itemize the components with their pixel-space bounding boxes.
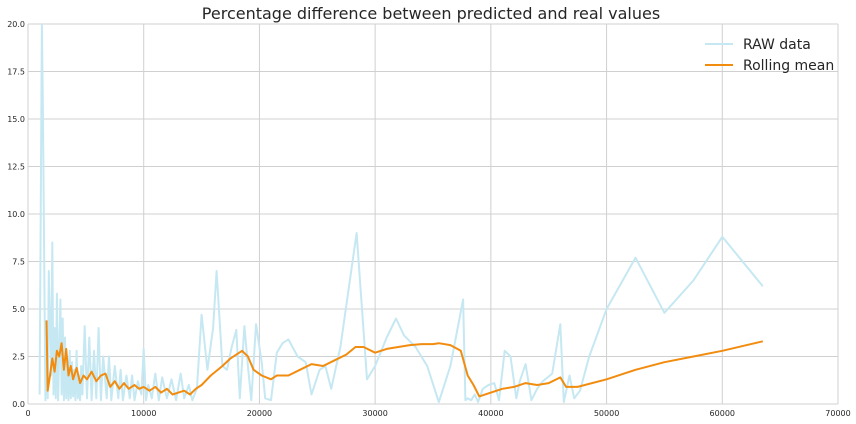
x-tick-label: 0 xyxy=(25,409,30,418)
y-tick-label: 15.0 xyxy=(7,115,25,124)
grid-lines xyxy=(27,23,839,405)
tick-labels: 0 10000 20000 30000 40000 50000 60000 70000 0.0 2… xyxy=(7,20,851,418)
rolling-mean-line xyxy=(45,320,764,398)
data-series xyxy=(38,24,764,404)
y-tick-label: 12.5 xyxy=(7,163,25,172)
y-tick-label: 17.5 xyxy=(7,68,25,77)
x-tick-label: 20000 xyxy=(247,409,272,418)
y-tick-label: 7.5 xyxy=(12,258,25,267)
chart-title: Percentage difference between predicted … xyxy=(202,4,660,23)
x-tick-label: 50000 xyxy=(594,409,619,418)
y-tick-label: 10.0 xyxy=(7,210,25,219)
legend-label-rolling-mean: Rolling mean xyxy=(743,58,834,74)
y-tick-label: 2.5 xyxy=(12,353,25,362)
legend: RAW data Rolling mean xyxy=(705,37,834,74)
y-tick-label: 5.0 xyxy=(12,305,25,314)
x-tick-label: 40000 xyxy=(478,409,503,418)
legend-label-raw-data: RAW data xyxy=(743,37,811,53)
y-tick-label: 20.0 xyxy=(7,20,25,29)
x-tick-label: 70000 xyxy=(825,409,850,418)
x-tick-label: 10000 xyxy=(131,409,156,418)
y-tick-label: 0.0 xyxy=(12,400,25,409)
raw-data-line xyxy=(38,24,764,404)
x-tick-label: 30000 xyxy=(362,409,387,418)
x-tick-label: 60000 xyxy=(710,409,735,418)
